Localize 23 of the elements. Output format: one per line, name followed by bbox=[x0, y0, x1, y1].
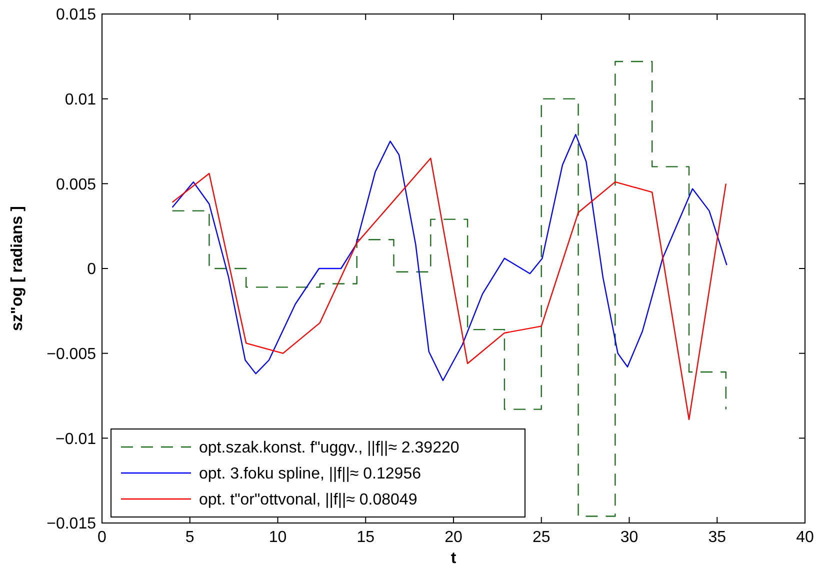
y-tick-label: 0.015 bbox=[56, 6, 96, 24]
line-series bbox=[172, 158, 727, 420]
y-tick-label: 0.01 bbox=[64, 91, 96, 108]
x-tick-label: 40 bbox=[796, 529, 814, 546]
legend-label: opt.szak.konst. f"uggv., ||f||≈ 2.39220 bbox=[199, 440, 460, 457]
x-axis-title: t bbox=[450, 550, 457, 567]
x-tick-label: 10 bbox=[268, 529, 287, 546]
y-tick-label: −0.01 bbox=[56, 430, 96, 448]
y-tick-label: 0 bbox=[87, 261, 96, 278]
x-tick-label: 20 bbox=[444, 529, 462, 546]
x-tick-label: 35 bbox=[708, 529, 726, 546]
x-tick-label: 25 bbox=[532, 529, 550, 546]
y-tick-label: −0.015 bbox=[46, 516, 96, 533]
legend-label: opt. 3.foku spline, ||f||≈ 0.12956 bbox=[199, 466, 422, 483]
line-series bbox=[172, 134, 728, 382]
x-tick-label: 0 bbox=[98, 529, 107, 546]
y-tick-label: −0.005 bbox=[46, 346, 96, 363]
y-axis-title: sz"og [ radians ] bbox=[9, 206, 26, 331]
y-tick-label: 0.005 bbox=[56, 176, 96, 194]
x-tick-label: 15 bbox=[356, 529, 375, 546]
legend-label: opt. t"or"ottvonal, ||f||≈ 0.08049 bbox=[199, 492, 418, 509]
x-tick-label: 30 bbox=[620, 529, 638, 546]
x-tick-label: 5 bbox=[185, 529, 194, 546]
